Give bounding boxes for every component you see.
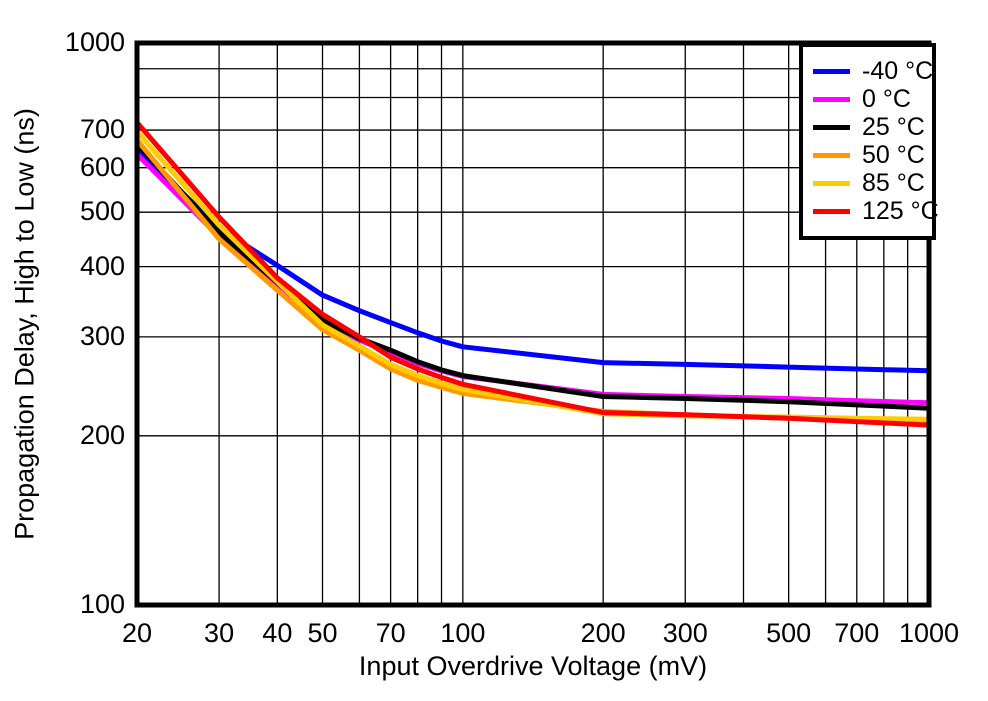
x-tick-label: 500 (766, 618, 812, 648)
x-tick-label: 700 (834, 618, 880, 648)
legend-color-swatch (813, 69, 850, 74)
x-tick-label: 40 (262, 618, 293, 648)
legend-label: 0 °C (862, 85, 911, 113)
x-tick-label: 20 (121, 618, 153, 648)
legend-item: 125 °C (813, 198, 939, 226)
y-tick-label: 700 (79, 113, 125, 144)
y-tick-label: 100 (79, 588, 125, 619)
y-tick-label: 500 (79, 196, 125, 227)
plot-frame (134, 40, 932, 608)
legend-item: 85 °C (813, 170, 932, 198)
y-tick-label: 1000 (64, 26, 125, 57)
legend-label: 50 °C (862, 141, 925, 169)
legend-color-swatch (813, 153, 850, 158)
legend: -40 °C 0 °C 25 °C 50 °C 85 °C 125 °C (799, 43, 939, 240)
x-tick-label: 70 (375, 618, 406, 648)
legend-color-swatch (813, 209, 850, 214)
legend-color-swatch (813, 97, 850, 102)
legend-item: 0 °C (813, 86, 932, 114)
y-tick-label: 400 (79, 250, 125, 281)
legend-color-swatch (813, 125, 850, 130)
legend-label: 125 °C (862, 197, 939, 225)
x-tick-label: 1000 (898, 618, 960, 648)
legend-label: -40 °C (862, 57, 934, 85)
legend-item: 50 °C (813, 142, 932, 170)
legend-label: 85 °C (862, 169, 925, 197)
legend-color-swatch (813, 181, 850, 186)
x-axis-title: Input Overdrive Voltage (mV) (358, 651, 708, 681)
y-tick-label: 200 (79, 419, 125, 450)
x-tick-label: 30 (204, 618, 235, 648)
y-tick-label: 300 (79, 320, 125, 351)
x-tick-label: 300 (662, 618, 708, 648)
legend-item: -40 °C (813, 57, 934, 86)
x-tick-label: 100 (440, 618, 486, 648)
series-line-125C (135, 120, 930, 428)
y-axis-title: Propagation Delay, High to Low (ns) (9, 108, 40, 540)
series-line--40C (135, 147, 930, 374)
x-tick-label: 200 (580, 618, 626, 648)
y-tick-label: 600 (79, 151, 125, 182)
legend-item: 25 °C (813, 114, 932, 142)
legend-label: 25 °C (862, 113, 925, 141)
x-tick-label: 50 (307, 618, 338, 648)
